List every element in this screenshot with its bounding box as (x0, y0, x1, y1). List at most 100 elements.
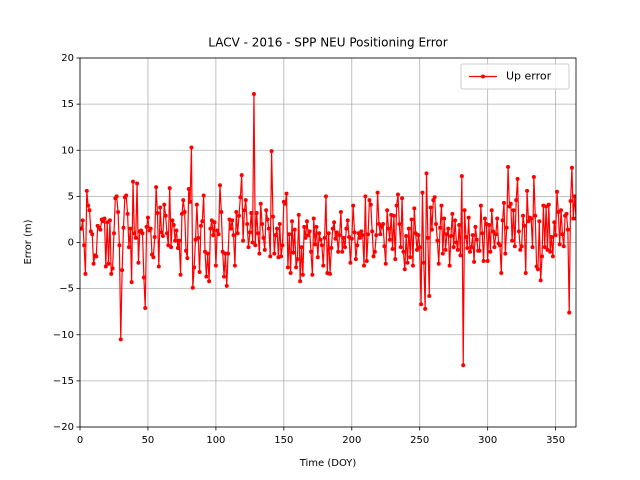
data-point (521, 213, 526, 218)
data-point (353, 257, 358, 262)
data-point (236, 213, 241, 218)
legend-label: Up error (506, 70, 552, 83)
data-point (434, 222, 439, 227)
data-point (298, 279, 303, 284)
data-point (338, 210, 343, 215)
data-point (530, 245, 535, 250)
data-point (352, 230, 357, 235)
data-point (303, 235, 308, 240)
data-point (279, 254, 284, 259)
data-point (514, 198, 519, 203)
data-point (394, 203, 399, 208)
data-point (232, 263, 237, 268)
y-tick-label: −10 (53, 330, 74, 341)
data-point (173, 238, 178, 243)
data-point (265, 217, 270, 222)
data-point (510, 238, 515, 243)
data-point (86, 203, 91, 208)
data-point (557, 242, 562, 247)
legend-marker (481, 74, 485, 79)
data-point (294, 265, 299, 270)
data-point (270, 214, 275, 219)
data-point (342, 245, 347, 250)
data-point (485, 258, 490, 263)
data-point (243, 198, 248, 203)
data-point (309, 249, 314, 254)
data-point (491, 229, 496, 234)
data-point (110, 266, 115, 271)
data-point (171, 222, 176, 227)
data-point (427, 294, 432, 299)
data-point (409, 217, 414, 222)
data-point (453, 218, 458, 223)
legend-box (460, 63, 570, 90)
chart-title: LACV - 2016 - SPP NEU Positioning Error (208, 36, 447, 50)
data-point (351, 203, 356, 208)
data-point (306, 233, 311, 238)
data-point (362, 263, 367, 268)
data-point (387, 237, 392, 242)
data-point (329, 246, 334, 251)
data-point (405, 260, 410, 265)
data-point (192, 265, 197, 270)
data-point (322, 235, 327, 240)
data-point (94, 254, 99, 259)
data-point (226, 251, 231, 256)
data-point (273, 233, 278, 238)
data-point (428, 205, 433, 210)
data-point (188, 199, 193, 204)
data-point (256, 231, 261, 236)
data-point (455, 247, 460, 252)
data-point (391, 213, 396, 218)
data-point (552, 220, 557, 225)
data-point (538, 278, 543, 283)
data-point (337, 233, 342, 238)
data-point (143, 305, 148, 310)
data-point (186, 186, 191, 191)
data-point (393, 257, 398, 262)
data-point (250, 240, 255, 245)
data-point (569, 165, 574, 170)
data-point (330, 226, 335, 231)
x-tick-label: 100 (206, 435, 225, 446)
data-point (398, 245, 403, 250)
data-point (257, 251, 262, 256)
data-point (292, 227, 297, 232)
data-point (177, 238, 182, 243)
data-point (406, 226, 411, 231)
data-point (481, 258, 486, 263)
data-point (440, 251, 445, 256)
data-point (284, 191, 289, 196)
data-point (245, 222, 250, 227)
data-point (321, 263, 326, 268)
data-point (378, 232, 383, 237)
data-point (318, 237, 323, 242)
data-point (371, 254, 376, 259)
data-point (535, 267, 540, 272)
x-tick-label: 250 (410, 435, 429, 446)
data-point (326, 231, 331, 236)
data-point (332, 220, 337, 225)
data-point (506, 164, 511, 169)
data-point (211, 233, 216, 238)
data-point (154, 185, 159, 190)
data-point (114, 194, 119, 199)
y-tick-label: 0 (68, 238, 74, 249)
data-point (526, 219, 531, 224)
data-point (135, 181, 140, 186)
y-tick-label: 15 (61, 99, 74, 110)
x-tick-label: 50 (142, 435, 155, 446)
data-point (549, 234, 554, 239)
data-point (181, 198, 186, 203)
data-point (87, 208, 92, 213)
data-point (480, 231, 485, 236)
data-point (129, 280, 134, 285)
data-point (511, 208, 516, 213)
data-point (415, 247, 420, 252)
data-point (473, 224, 478, 229)
data-point (198, 223, 203, 228)
data-point (572, 194, 576, 199)
data-point (421, 260, 426, 265)
data-point (269, 149, 274, 154)
data-point (253, 243, 258, 248)
